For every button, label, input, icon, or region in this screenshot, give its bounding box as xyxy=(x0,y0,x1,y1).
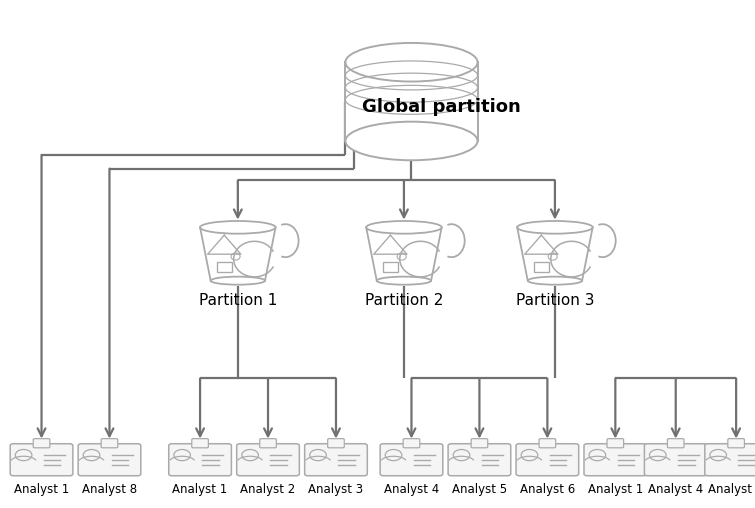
Text: Analyst 4: Analyst 4 xyxy=(648,483,704,496)
FancyBboxPatch shape xyxy=(645,444,707,475)
Text: Partition 2: Partition 2 xyxy=(365,294,443,308)
Ellipse shape xyxy=(517,221,593,234)
Text: Analyst 4: Analyst 4 xyxy=(384,483,439,496)
Text: Analyst 6: Analyst 6 xyxy=(519,483,575,496)
FancyBboxPatch shape xyxy=(471,439,488,448)
FancyBboxPatch shape xyxy=(78,444,140,475)
FancyBboxPatch shape xyxy=(305,444,367,475)
FancyBboxPatch shape xyxy=(448,444,510,475)
Ellipse shape xyxy=(366,221,442,234)
Ellipse shape xyxy=(345,43,478,81)
Ellipse shape xyxy=(345,122,478,160)
FancyBboxPatch shape xyxy=(607,439,624,448)
FancyBboxPatch shape xyxy=(403,439,420,448)
Polygon shape xyxy=(200,228,276,280)
FancyBboxPatch shape xyxy=(11,444,72,475)
Bar xyxy=(346,62,478,141)
FancyBboxPatch shape xyxy=(516,444,578,475)
Text: Analyst 1: Analyst 1 xyxy=(14,483,69,496)
FancyBboxPatch shape xyxy=(584,444,646,475)
FancyBboxPatch shape xyxy=(169,444,231,475)
Text: Analyst 8: Analyst 8 xyxy=(82,483,137,496)
Ellipse shape xyxy=(377,277,431,284)
Bar xyxy=(383,262,398,272)
Text: Analyst 1: Analyst 1 xyxy=(172,483,228,496)
Polygon shape xyxy=(517,228,593,280)
FancyBboxPatch shape xyxy=(101,439,118,448)
Ellipse shape xyxy=(528,277,582,284)
Ellipse shape xyxy=(200,221,276,234)
Text: Analyst 7: Analyst 7 xyxy=(708,483,755,496)
FancyBboxPatch shape xyxy=(728,439,744,448)
FancyBboxPatch shape xyxy=(237,444,299,475)
FancyBboxPatch shape xyxy=(705,444,755,475)
Text: Analyst 5: Analyst 5 xyxy=(451,483,507,496)
Text: Partition 1: Partition 1 xyxy=(199,294,277,308)
FancyBboxPatch shape xyxy=(381,444,442,475)
Text: Analyst 2: Analyst 2 xyxy=(240,483,296,496)
FancyBboxPatch shape xyxy=(328,439,344,448)
Text: Partition 3: Partition 3 xyxy=(516,294,594,308)
Polygon shape xyxy=(366,228,442,280)
FancyBboxPatch shape xyxy=(539,439,556,448)
Ellipse shape xyxy=(211,277,265,284)
Bar xyxy=(217,262,232,272)
Text: Analyst 1: Analyst 1 xyxy=(587,483,643,496)
FancyBboxPatch shape xyxy=(33,439,50,448)
FancyBboxPatch shape xyxy=(260,439,276,448)
Text: Global partition: Global partition xyxy=(362,98,521,116)
FancyBboxPatch shape xyxy=(192,439,208,448)
Text: Analyst 3: Analyst 3 xyxy=(308,483,364,496)
Bar xyxy=(534,262,549,272)
FancyBboxPatch shape xyxy=(667,439,684,448)
